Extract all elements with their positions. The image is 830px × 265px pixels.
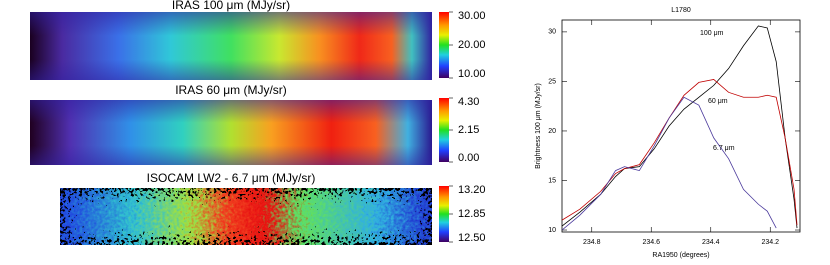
colorbar-tick-label: 12.50 [458,232,486,244]
map-panel-3 [60,188,432,245]
colorbar [439,98,449,162]
y-tick-label: 20 [548,128,556,135]
y-tick-label: 30 [548,29,556,36]
x-tick-label: 234.6 [642,239,660,246]
series-line [561,79,798,226]
colorbar-tick-label: 4.30 [458,96,479,108]
x-axis-label: RA1950 (degrees) [652,252,709,259]
colorbar [439,12,449,78]
series-label: 6.7 μm [713,145,735,152]
colorbar-tick-label: 12.85 [458,208,486,220]
colorbar [439,186,449,242]
panel-title: IRAS 60 μm (MJy/sr) [175,83,287,97]
x-tick-label: 234.4 [702,239,720,246]
y-tick-label: 15 [548,177,556,184]
y-axis-label: Brightness 100 μm (MJy/sr) [535,83,542,169]
panel-title: IRAS 100 μm (MJy/sr) [172,0,290,12]
x-tick-label: 234.2 [761,239,779,246]
colorbar-tick-label: 10.00 [458,68,486,80]
colorbar-tick-label: 30.00 [458,10,486,22]
map-shade [30,12,432,80]
series-line [561,25,798,229]
y-tick-label: 10 [548,227,556,234]
colorbar-tick-label: 13.20 [458,184,486,196]
series-label: 60 μm [708,98,728,105]
colorbar-tick-label: 20.00 [458,39,486,51]
y-tick-label: 25 [548,78,556,85]
plot-frame [561,19,801,233]
panel-title: ISOCAM LW2 - 6.7 μm (MJy/sr) [147,171,316,185]
colorbar-tick-label: 2.15 [458,124,479,136]
series-line [561,96,777,231]
chart-title: L1780 [671,7,691,14]
x-tick-label: 234.8 [583,239,601,246]
map-panel-1 [30,12,432,80]
series-label: 100 μm [700,30,724,37]
map-shade [30,100,432,165]
map-panel-2 [30,100,432,165]
colorbar-tick-label: 0.00 [458,152,479,164]
map-image [60,188,432,245]
